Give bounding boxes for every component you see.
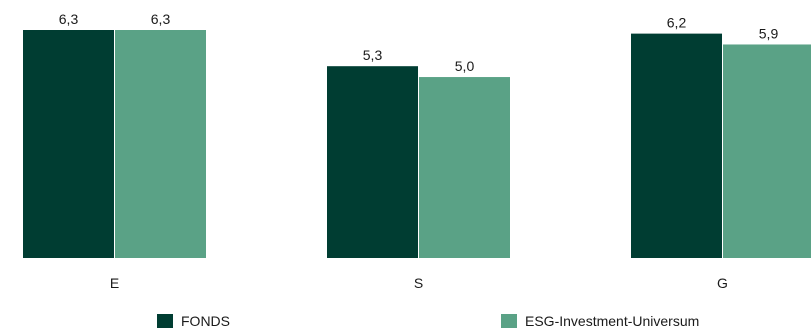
category-label-s: S bbox=[414, 275, 423, 291]
category-label-g: G bbox=[717, 275, 728, 291]
bar-fonds-e bbox=[23, 30, 114, 258]
bar-fonds-s bbox=[327, 66, 418, 258]
legend: FONDS ESG-Investment-Universum bbox=[0, 313, 811, 333]
legend-swatch-fonds bbox=[157, 314, 173, 328]
category-label-e: E bbox=[110, 275, 119, 291]
value-label-fonds-s: 5,3 bbox=[363, 47, 383, 63]
value-label-universum-g: 5,9 bbox=[759, 25, 779, 41]
bar-universum-g bbox=[723, 44, 811, 258]
legend-swatch-universum bbox=[501, 314, 517, 328]
bar-fonds-g bbox=[631, 33, 722, 258]
value-label-universum-e: 6,3 bbox=[151, 11, 171, 27]
value-label-universum-s: 5,0 bbox=[455, 58, 475, 74]
bar-universum-e bbox=[115, 30, 206, 258]
legend-item-universum: ESG-Investment-Universum bbox=[501, 313, 699, 329]
legend-label-universum: ESG-Investment-Universum bbox=[525, 313, 700, 329]
bar-universum-s bbox=[419, 77, 510, 258]
value-label-fonds-g: 6,2 bbox=[667, 15, 687, 31]
esg-bar-chart: 6,3 6,3 E 5,3 5,0 S 6,2 5,9 G bbox=[23, 11, 811, 291]
legend-label-fonds: FONDS bbox=[181, 313, 230, 329]
legend-item-fonds: FONDS bbox=[157, 313, 230, 329]
value-label-fonds-e: 6,3 bbox=[59, 11, 79, 27]
